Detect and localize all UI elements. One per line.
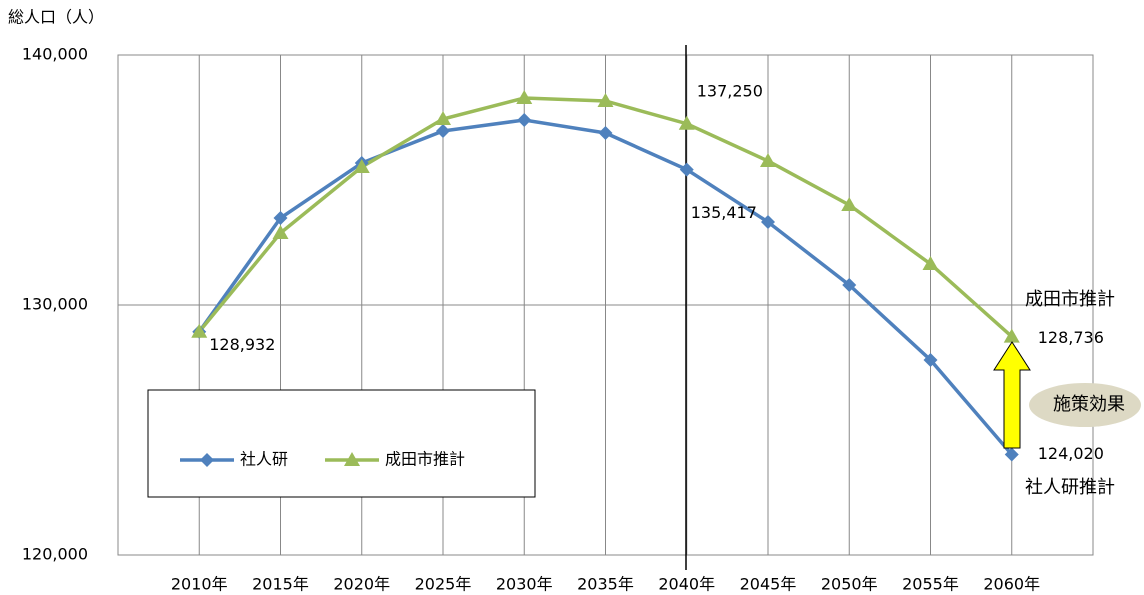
- x-tick-label: 2040年: [658, 575, 715, 594]
- data-label: 137,250: [697, 81, 763, 100]
- data-label: 128,736: [1038, 328, 1104, 347]
- point: [344, 452, 360, 466]
- point: [678, 115, 695, 130]
- data-label: 124,020: [1038, 444, 1104, 463]
- point: [760, 153, 776, 167]
- legend: [147, 389, 536, 498]
- point: [923, 353, 938, 367]
- x-tick-label: 2060年: [983, 575, 1040, 594]
- effect-arrow: [993, 341, 1031, 449]
- effect-badge: [1029, 383, 1141, 427]
- x-tick-label: 2025年: [415, 575, 472, 594]
- y-tick-label: 140,000: [22, 45, 88, 64]
- point: [841, 197, 858, 211]
- point: [435, 111, 451, 125]
- x-tick-label: 2035年: [577, 575, 634, 594]
- x-tick-label: 2015年: [252, 575, 309, 594]
- data-label: 135,417: [691, 203, 757, 222]
- x-tick-label: 2020年: [333, 575, 390, 594]
- point: [273, 211, 288, 225]
- point: [516, 90, 533, 104]
- x-tick-label: 2050年: [821, 575, 878, 594]
- point: [200, 453, 214, 467]
- point: [842, 278, 857, 292]
- plot-border: [117, 54, 1094, 556]
- point: [436, 124, 450, 138]
- point: [353, 159, 370, 173]
- x-tick-label: 2010年: [171, 575, 228, 594]
- point: [1004, 447, 1019, 462]
- annotation: 成田市推計: [1025, 289, 1115, 310]
- point: [191, 323, 208, 338]
- y-tick-label: 130,000: [22, 295, 88, 314]
- legend-label: 成田市推計: [385, 450, 465, 469]
- y-tick-label: 120,000: [22, 545, 88, 564]
- point: [1003, 328, 1020, 343]
- point: [597, 93, 614, 107]
- point: [272, 225, 289, 239]
- y-axis-label: 総人口（人）: [8, 8, 104, 27]
- x-tick-label: 2030年: [496, 575, 553, 594]
- x-tick-label: 2045年: [740, 575, 797, 594]
- point: [517, 113, 532, 127]
- data-label: 128,932: [209, 335, 275, 354]
- legend-label: 社人研: [240, 450, 288, 469]
- annotation: 施策効果: [1053, 394, 1125, 415]
- point: [679, 162, 694, 177]
- point: [922, 256, 939, 270]
- point: [761, 215, 775, 229]
- point: [598, 126, 613, 140]
- x-tick-label: 2055年: [902, 575, 959, 594]
- annotation: 社人研推計: [1025, 477, 1115, 498]
